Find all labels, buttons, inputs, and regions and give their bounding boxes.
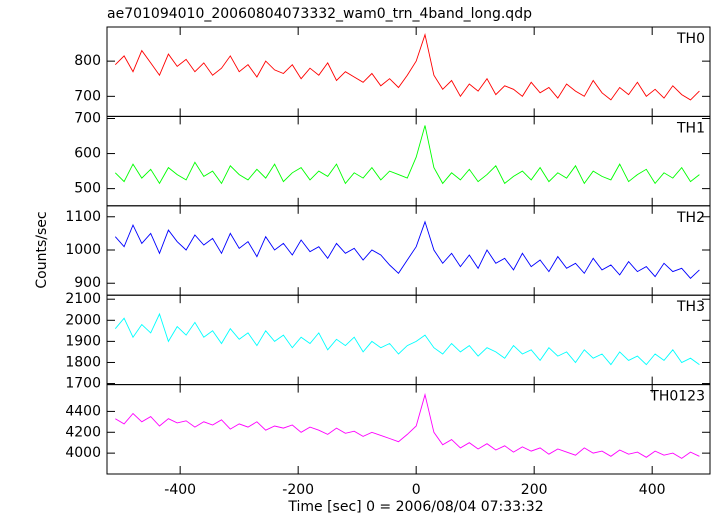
y-axis-label: Counts/sec [34,211,50,288]
data-line [114,33,700,101]
panel-frame [106,26,711,117]
panel-frame [106,384,711,475]
y-tick-label: 700 [74,88,101,104]
y-tick-label: 900 [74,275,101,291]
series-label: TH3 [676,299,705,315]
y-tick-label: 2000 [65,312,101,328]
x-tick-label: 0 [412,482,421,498]
panel-frame [106,115,711,207]
x-tick-label: 200 [521,482,548,498]
data-line [115,392,700,459]
panel-frame [106,205,711,296]
y-tick-label: 1000 [65,242,101,258]
series-label: TH2 [676,210,705,226]
data-line [114,125,700,185]
series-label: TH0123 [649,389,705,405]
y-tick-label: 2100 [65,291,101,307]
y-tick-label: 700 [74,111,101,127]
x-tick-label: -200 [282,482,314,498]
data-line [114,220,700,279]
y-tick-label: 1900 [65,333,101,349]
x-tick-label: 400 [639,482,666,498]
y-tick-label: 4400 [65,403,101,419]
y-tick-label: 600 [74,146,101,162]
y-tick-label: 4000 [65,445,101,461]
y-tick-label: 1100 [65,209,101,225]
y-tick-label: 1700 [65,376,101,392]
data-line [114,312,700,366]
x-tick-label: -400 [164,482,196,498]
y-tick-label: 1800 [65,354,101,370]
x-axis-label: Time [sec] 0 = 2006/08/04 07:33:32 [287,499,543,515]
chart-title: ae701094010_20060804073332_wam0_trn_4ban… [107,6,532,22]
y-tick-label: 800 [74,53,101,69]
series-label: TH0 [676,31,705,47]
y-tick-label: 4200 [65,424,101,440]
panel-frame [106,294,711,386]
y-tick-label: 500 [74,181,101,197]
series-label: TH1 [676,120,705,136]
